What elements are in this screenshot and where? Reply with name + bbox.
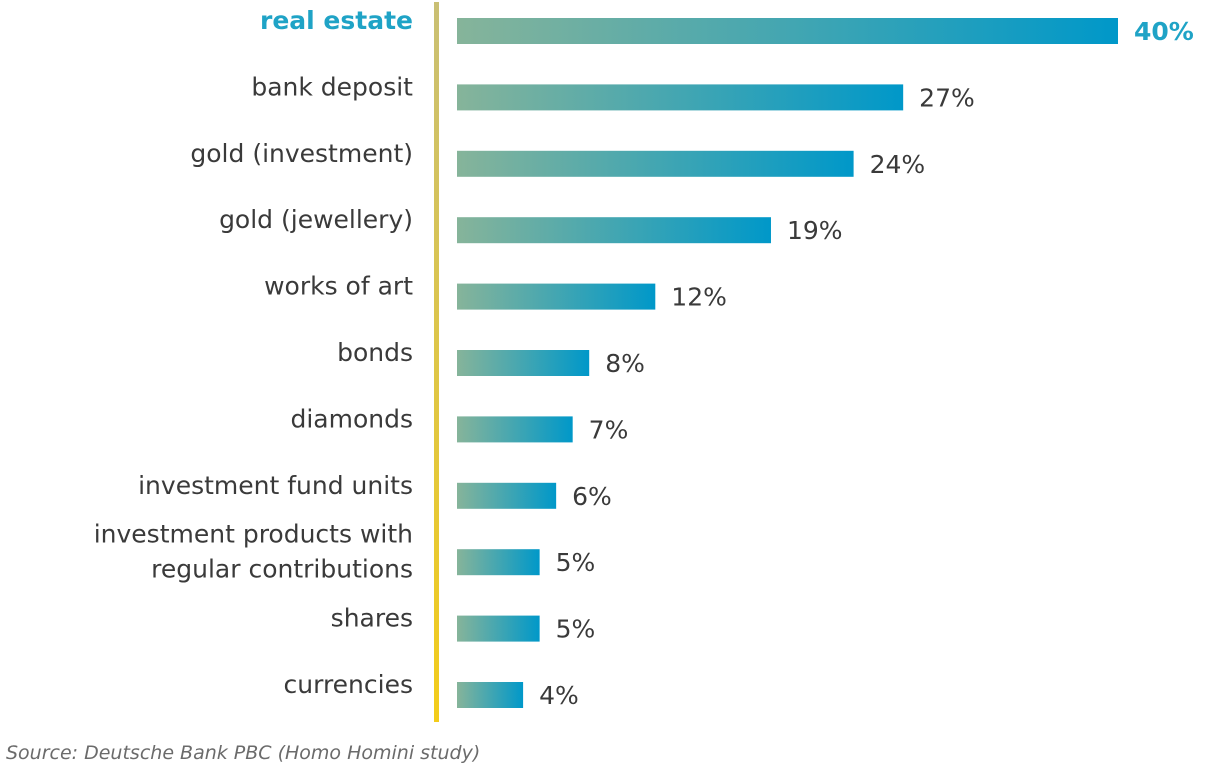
category-label: real estate bbox=[260, 6, 413, 35]
value-label: 5% bbox=[556, 615, 596, 644]
bar bbox=[457, 150, 854, 177]
bar bbox=[457, 549, 540, 576]
category-label: regular contributions bbox=[151, 555, 413, 584]
bar bbox=[457, 682, 524, 708]
source-note: Source: Deutsche Bank PBC (Homo Homini s… bbox=[6, 742, 481, 764]
bar-chart: real estate bank deposit gold (investment)… bbox=[94, 2, 1194, 722]
value-label: 6% bbox=[572, 482, 612, 511]
bar bbox=[457, 615, 540, 642]
bar bbox=[457, 416, 573, 443]
value-label: 12% bbox=[671, 283, 727, 312]
category-label: bonds bbox=[337, 338, 413, 367]
bar bbox=[457, 18, 1118, 44]
category-label: investment products with bbox=[94, 520, 413, 549]
value-label: 24% bbox=[870, 150, 926, 179]
bar bbox=[457, 350, 590, 376]
bar bbox=[457, 84, 904, 111]
value-label: 8% bbox=[605, 349, 645, 378]
category-label: shares bbox=[331, 604, 413, 633]
value-label: 4% bbox=[539, 681, 579, 710]
bar bbox=[457, 217, 771, 244]
category-label: diamonds bbox=[290, 404, 413, 433]
bar bbox=[457, 283, 656, 310]
value-label: 27% bbox=[919, 83, 975, 112]
category-labels-group: real estate bank deposit gold (investment)… bbox=[94, 6, 413, 699]
category-label: gold (investment) bbox=[190, 139, 413, 168]
value-labels-group: 40% 27% 24% 19% 12% 8% 7% 6% 5% 5% 4% bbox=[539, 17, 1194, 710]
category-label: works of art bbox=[264, 272, 413, 301]
value-label: 7% bbox=[589, 415, 629, 444]
category-label: bank deposit bbox=[251, 72, 413, 101]
category-label: gold (jewellery) bbox=[219, 205, 413, 234]
value-label: 40% bbox=[1134, 17, 1194, 46]
category-axis-line bbox=[434, 2, 439, 722]
value-label: 5% bbox=[556, 548, 596, 577]
bars-group bbox=[457, 18, 1118, 708]
category-label: investment fund units bbox=[138, 471, 413, 500]
category-label: currencies bbox=[284, 670, 413, 699]
bar bbox=[457, 482, 557, 509]
value-label: 19% bbox=[787, 216, 843, 245]
